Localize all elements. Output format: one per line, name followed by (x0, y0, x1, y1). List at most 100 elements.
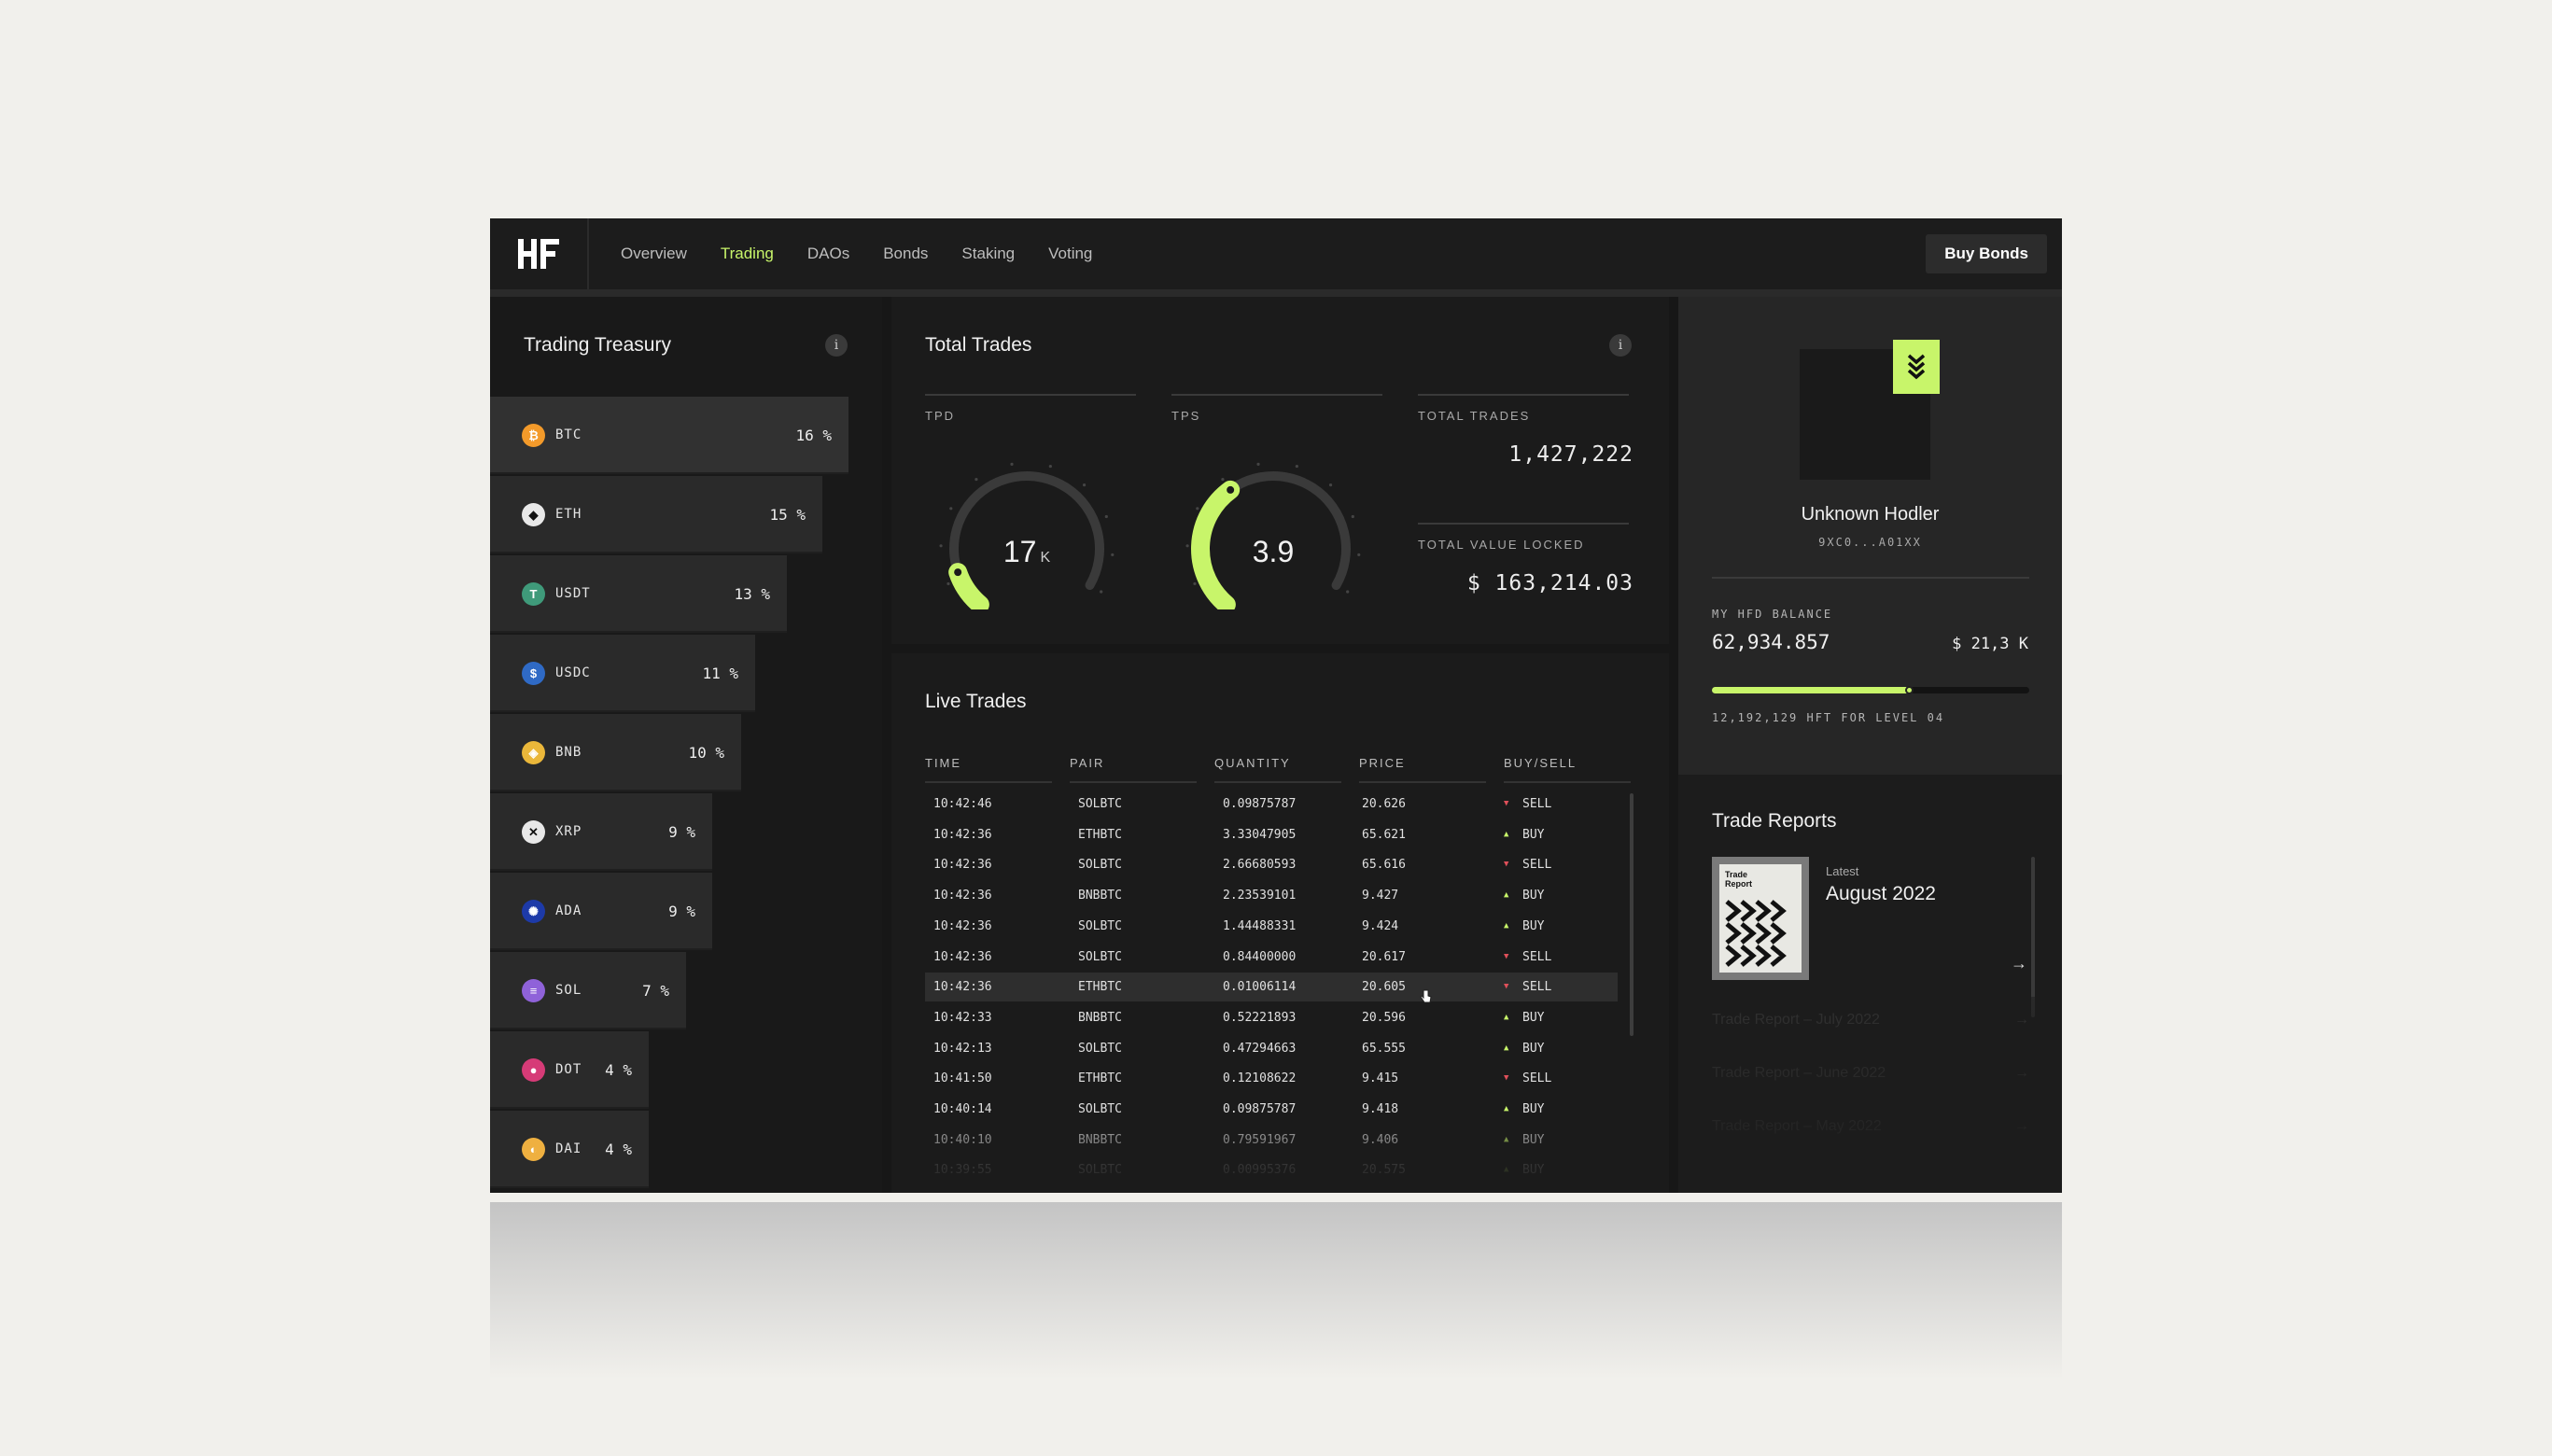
tps-readout: 3.9 (1180, 535, 1367, 569)
treasury-row-usdt[interactable]: T USDT 13 % (490, 555, 787, 633)
tpd-gauge-tick (1100, 590, 1103, 594)
nav-trading[interactable]: Trading (720, 245, 774, 262)
top-bar: Overview Trading DAOs Bonds Staking Voti… (490, 218, 2062, 297)
live-trade-row[interactable]: 10:42:46 SOLBTC 0.09875787 20.626 ▼ SELL (925, 790, 1618, 819)
report-cover[interactable]: Trade Report (1712, 857, 1809, 980)
trade-pair: ETHBTC (1078, 827, 1122, 842)
trade-qty: 0.84400000 (1223, 949, 1297, 964)
nav-voting[interactable]: Voting (1048, 245, 1093, 262)
report-cover-art: Trade Report (1719, 864, 1802, 973)
treasury-row-sol[interactable]: ≡ SOL 7 % (490, 952, 686, 1029)
live-trade-row[interactable]: 10:42:13 SOLBTC 0.47294663 65.555 ▲ BUY (925, 1034, 1618, 1063)
live-trade-row[interactable]: 10:42:36 BNBBTC 2.23539101 9.427 ▲ BUY (925, 881, 1618, 910)
trade-qty: 0.09875787 (1223, 797, 1297, 811)
treasury-row-usdc[interactable]: $ USDC 11 % (490, 635, 755, 712)
logo[interactable] (490, 218, 589, 289)
sol-coin-icon: ≡ (522, 979, 545, 1002)
treasury-row-xrp[interactable]: ✕ XRP 9 % (490, 793, 712, 871)
wallet-address[interactable]: 9XC0...A01XX (1818, 536, 1922, 549)
tpd-unit: K (1040, 550, 1051, 566)
trade-side: BUY (1522, 918, 1545, 933)
trade-time: 10:42:46 (933, 797, 992, 811)
trade-pair: BNBBTC (1078, 1010, 1122, 1025)
trade-time: 10:42:36 (933, 980, 992, 995)
reports-scrollbar[interactable] (2031, 857, 2035, 1017)
live-trades-fade (891, 1118, 1669, 1193)
nav-overview[interactable]: Overview (621, 245, 687, 262)
coin-symbol: XRP (555, 824, 582, 839)
treasury-title: Trading Treasury (524, 334, 671, 356)
tpd-gauge-tick (946, 581, 950, 586)
treasury-row-dot[interactable]: ● DOT 4 % (490, 1031, 649, 1109)
coin-percent: 10 % (688, 744, 724, 762)
tpd-gauge-fill (948, 563, 989, 609)
coin-percent: 9 % (668, 823, 695, 841)
triangle-up-icon: ▲ (1504, 1104, 1509, 1113)
tps-gauge-tick (1193, 581, 1197, 586)
report-pattern-icon (1725, 900, 1787, 967)
xrp-coin-icon: ✕ (522, 820, 545, 844)
nav-bonds[interactable]: Bonds (883, 245, 929, 262)
live-trade-row[interactable]: 10:42:33 BNBBTC 0.52221893 20.596 ▲ BUY (925, 1003, 1618, 1032)
treasury-row-ada[interactable]: ✺ ADA 9 % (490, 873, 712, 950)
col-quantity: QUANTITY (1214, 756, 1341, 783)
trade-side: SELL (1522, 797, 1552, 811)
profile-name: Unknown Hodler (1801, 504, 1940, 525)
treasury-row-bnb[interactable]: ◈ BNB 10 % (490, 714, 741, 791)
dai-coin-icon: ◐ (522, 1138, 545, 1161)
trade-qty: 0.01006114 (1223, 980, 1297, 995)
live-trade-row[interactable]: 10:41:50 ETHBTC 0.12108622 9.415 ▼ SELL (925, 1064, 1618, 1093)
trade-price: 20.617 (1362, 949, 1406, 964)
trade-qty: 0.47294663 (1223, 1041, 1297, 1056)
total-trades-divider (1418, 394, 1629, 396)
trade-pair: SOLBTC (1078, 858, 1122, 873)
balance-label: MY HFD BALANCE (1712, 608, 1833, 621)
col-buy-sell: BUY/SELL (1504, 756, 1631, 783)
total-trades-info-icon[interactable]: i (1609, 334, 1632, 357)
trade-time: 10:42:36 (933, 889, 992, 903)
tps-label: TPS (1171, 409, 1201, 423)
triangle-down-icon: ▼ (1504, 951, 1509, 961)
live-trade-row[interactable]: 10:42:36 SOLBTC 0.84400000 20.617 ▼ SELL (925, 943, 1618, 972)
trade-time: 10:42:33 (933, 1010, 992, 1025)
trade-qty: 0.09875787 (1223, 1102, 1297, 1116)
treasury-row-dai[interactable]: ◐ DAI 4 % (490, 1111, 649, 1188)
cursor-icon (1420, 989, 1432, 1003)
coin-symbol: DOT (555, 1062, 582, 1077)
live-trade-row[interactable]: 10:42:36 SOLBTC 2.66680593 65.616 ▼ SELL (925, 850, 1618, 879)
tpd-value: 17 (1003, 535, 1037, 568)
triangle-down-icon: ▼ (1504, 799, 1509, 808)
app-window: Overview Trading DAOs Bonds Staking Voti… (490, 218, 2062, 1193)
report-latest-title[interactable]: August 2022 (1826, 883, 1936, 904)
nav-staking[interactable]: Staking (961, 245, 1016, 262)
treasury-row-eth[interactable]: ◆ ETH 15 % (490, 476, 822, 553)
trade-reports-section: Trade Reports Trade Report Latest August… (1678, 775, 2062, 1193)
treasury-row-btc[interactable]: ₿ BTC 16 % (490, 397, 848, 474)
tps-gauge-tick (1351, 514, 1354, 519)
btc-coin-icon: ₿ (522, 424, 545, 447)
triangle-up-icon: ▲ (1504, 920, 1509, 931)
balance-usd: $ 21,3 K (1952, 635, 2028, 653)
coin-symbol: ADA (555, 903, 582, 918)
trade-time: 10:41:50 (933, 1071, 992, 1086)
trade-qty: 0.52221893 (1223, 1010, 1297, 1025)
triangle-up-icon: ▲ (1504, 1043, 1509, 1053)
tpd-gauge-tick (939, 544, 943, 548)
treasury-info-icon[interactable]: i (825, 334, 848, 357)
profile-divider (1712, 577, 2029, 579)
level-progress-fill (1712, 687, 1909, 693)
trade-price: 20.626 (1362, 797, 1406, 811)
arrow-right-icon[interactable]: → (2011, 954, 2027, 973)
coin-symbol: USDC (555, 665, 591, 680)
live-trade-row[interactable]: 10:40:14 SOLBTC 0.09875787 9.418 ▲ BUY (925, 1095, 1618, 1124)
live-trade-row[interactable]: 10:42:36 SOLBTC 1.44488331 9.424 ▲ BUY (925, 912, 1618, 941)
live-trades-panel: Live Trades TIME PAIR QUANTITY PRICE BUY… (891, 653, 1669, 1193)
tpd-gauge-tick (949, 507, 953, 511)
nav-daos[interactable]: DAOs (806, 245, 850, 262)
live-trade-row[interactable]: 10:42:36 ETHBTC 3.33047905 65.621 ▲ BUY (925, 820, 1618, 849)
buy-bonds-button[interactable]: Buy Bonds (1926, 234, 2047, 273)
tvl-value: $ 163,214.03 (1466, 571, 1634, 595)
trade-pair: BNBBTC (1078, 889, 1122, 903)
live-trade-row[interactable]: 10:42:36 ETHBTC 0.01006114 20.605 ▼ SELL (925, 973, 1618, 1002)
live-trades-scrollbar[interactable] (1630, 793, 1634, 1036)
